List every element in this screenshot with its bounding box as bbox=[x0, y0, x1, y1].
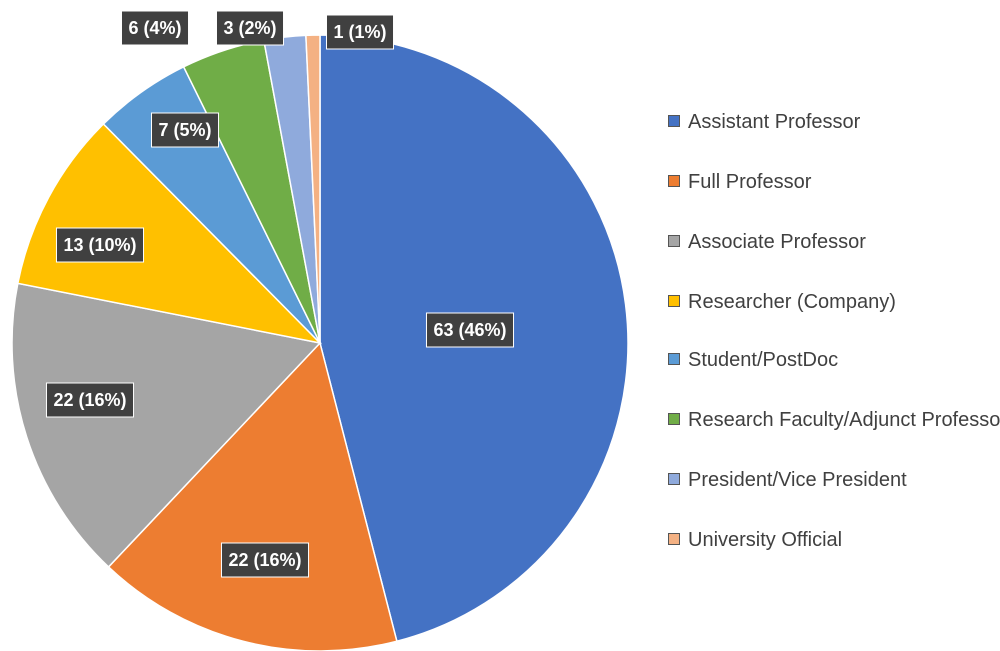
legend-label: Assistant Professor bbox=[688, 111, 861, 133]
legend-swatch bbox=[668, 413, 680, 425]
data-label-text: 13 (10%) bbox=[63, 235, 136, 255]
legend-label: President/Vice President bbox=[688, 469, 907, 491]
data-label: 1 (1%) bbox=[325, 14, 395, 50]
pie-slice bbox=[107, 341, 398, 651]
data-label: 6 (4%) bbox=[120, 10, 190, 46]
legend-swatch bbox=[668, 473, 680, 485]
legend-swatch bbox=[668, 235, 680, 247]
data-label: 63 (46%) bbox=[425, 312, 515, 348]
data-label-box bbox=[120, 10, 190, 46]
legend-item: Assistant Professor bbox=[668, 110, 1000, 134]
data-label-text: 6 (4%) bbox=[128, 18, 181, 38]
legend-item: President/Vice President bbox=[668, 468, 1000, 492]
legend-swatch bbox=[668, 295, 680, 307]
legend-item: Full Professor bbox=[668, 170, 1000, 194]
data-label: 3 (2%) bbox=[215, 10, 285, 46]
legend-swatch bbox=[668, 353, 680, 365]
legend-swatch bbox=[668, 115, 680, 127]
pie-slice bbox=[305, 34, 321, 344]
data-label-text: 22 (16%) bbox=[228, 550, 301, 570]
data-label-box bbox=[150, 112, 220, 148]
data-label-text: 22 (16%) bbox=[53, 390, 126, 410]
legend-item: Researcher (Company) bbox=[668, 290, 1000, 314]
data-label-box bbox=[220, 542, 310, 578]
legend-item: University Official bbox=[668, 528, 1000, 552]
data-label-text: 3 (2%) bbox=[223, 18, 276, 38]
legend-label: Associate Professor bbox=[688, 231, 866, 253]
data-label: 7 (5%) bbox=[150, 112, 220, 148]
data-label-text: 1 (1%) bbox=[333, 22, 386, 42]
pie-slice bbox=[16, 122, 323, 345]
legend-swatch bbox=[668, 533, 680, 545]
legend-item: Associate Professor bbox=[668, 230, 1000, 254]
data-label: 22 (16%) bbox=[220, 542, 310, 578]
legend-label: Full Professor bbox=[688, 171, 812, 193]
data-label-text: 63 (46%) bbox=[433, 320, 506, 340]
data-label-text: 7 (5%) bbox=[158, 120, 211, 140]
legend-item: Student/PostDoc bbox=[668, 348, 1000, 372]
legend-label: University Official bbox=[688, 529, 843, 551]
data-label-box bbox=[325, 14, 395, 50]
data-label: 13 (10%) bbox=[55, 227, 145, 263]
data-label-box bbox=[425, 312, 515, 348]
legend-swatch bbox=[668, 175, 680, 187]
legend-label: Researcher (Company) bbox=[688, 291, 896, 313]
chart: 63 (46%) 22 (16%) 22 (16%) 13 (10%) 7 (5%) 6 … bbox=[11, 10, 629, 651]
legend-item: Research Faculty/Adjunct Professor bbox=[668, 408, 1000, 432]
legend-label: Student/PostDoc bbox=[688, 349, 839, 371]
data-label-box bbox=[55, 227, 145, 263]
legend-label: Research Faculty/Adjunct Professor bbox=[688, 409, 1000, 431]
data-label: 22 (16%) bbox=[45, 382, 135, 418]
data-label-box bbox=[215, 10, 285, 46]
data-label-box bbox=[45, 382, 135, 418]
pie-slice bbox=[11, 282, 322, 569]
